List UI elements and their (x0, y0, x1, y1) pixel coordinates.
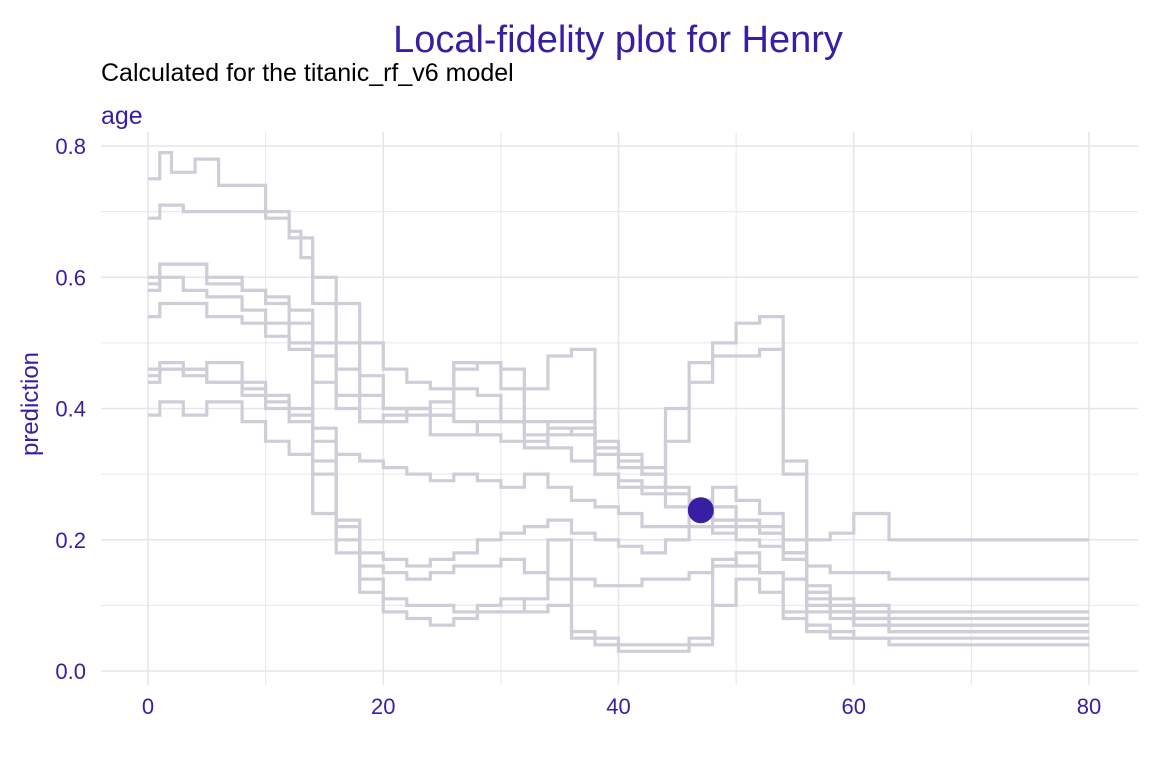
y-tick-label: 0.2 (55, 528, 86, 553)
profile-line-4 (148, 262, 1089, 621)
y-axis-ticks: 0.0 0.2 0.4 0.6 0.8 (55, 134, 86, 684)
chart-title: Local-fidelity plot for Henry (393, 19, 843, 61)
profile-line-10 (148, 275, 1089, 634)
y-tick-label: 0.0 (55, 659, 86, 684)
y-tick-label: 0.6 (55, 265, 86, 290)
y-tick-label: 0.4 (55, 397, 86, 422)
profile-line-9 (148, 367, 1089, 627)
profile-line-6 (148, 361, 1089, 634)
x-tick-label: 0 (142, 694, 154, 719)
chart-subtitle: Calculated for the titanic_rf_v6 model (101, 59, 514, 87)
observation-point (687, 497, 714, 524)
x-tick-label: 60 (842, 694, 866, 719)
panel-label: age (101, 102, 143, 130)
x-tick-label: 40 (606, 694, 630, 719)
x-tick-label: 80 (1077, 694, 1101, 719)
grid (101, 132, 1138, 685)
x-tick-label: 20 (371, 694, 395, 719)
observation-layer (687, 497, 714, 524)
profile-lines (148, 151, 1089, 653)
profile-line-8 (148, 400, 1089, 653)
y-tick-label: 0.8 (55, 134, 86, 159)
y-axis-label: prediction (17, 352, 44, 456)
x-axis-ticks: 0 20 40 60 80 (142, 694, 1101, 719)
